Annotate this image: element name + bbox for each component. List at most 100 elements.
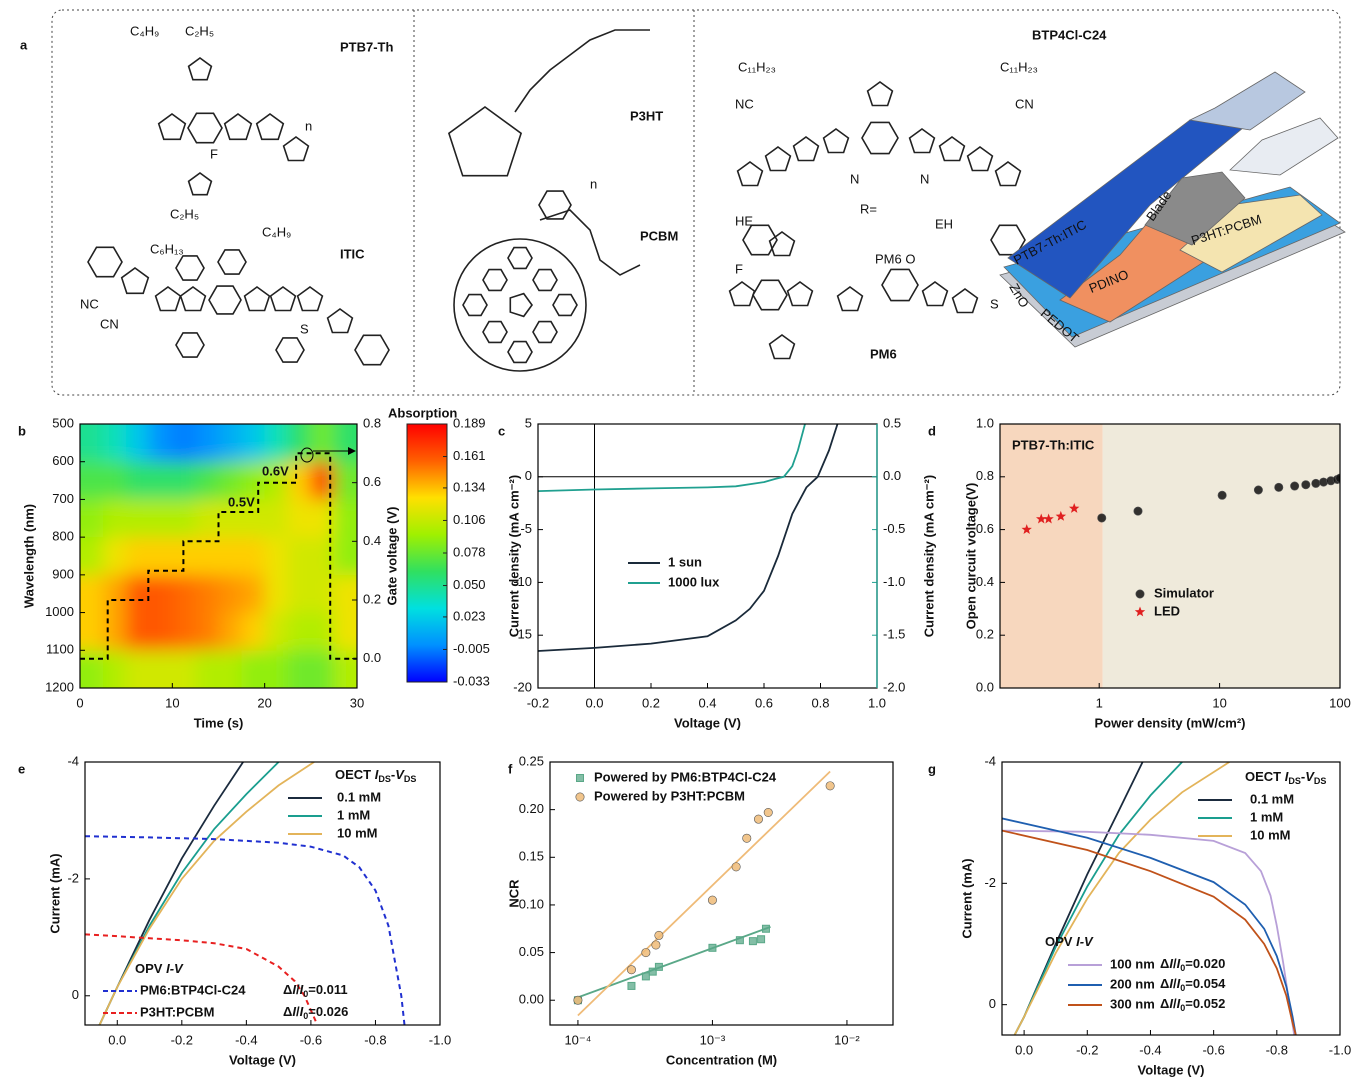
legend-title: OPV I-V	[135, 961, 184, 976]
series-note: ΔI/I0=0.020	[1160, 956, 1225, 973]
x-tick-label: -1.0	[429, 1032, 451, 1047]
y-tick-label: 1000	[45, 604, 74, 619]
y-tick-label: 5	[525, 415, 532, 430]
ring	[866, 81, 894, 107]
y-tick-label: 0.00	[519, 992, 544, 1007]
series-note-part: Δ	[1160, 996, 1169, 1011]
ring	[255, 113, 285, 141]
atom-label: CN	[1015, 96, 1034, 111]
y-axis-title: NCR	[506, 879, 521, 908]
legend-label: Powered by PM6:BTP4Cl-C24	[594, 769, 777, 784]
series-line	[1002, 817, 1297, 1035]
y-tick-label: 0	[72, 987, 79, 1002]
heat-cell	[264, 574, 289, 614]
legend-label: LED	[1154, 603, 1180, 618]
heat-cell	[149, 499, 173, 538]
series-line	[80, 452, 357, 660]
series-note-part: =0.052	[1185, 996, 1225, 1011]
marker	[1217, 490, 1227, 500]
series-note-part: Δ	[1160, 956, 1169, 971]
ring	[243, 286, 271, 312]
ring	[282, 136, 310, 162]
heat-cell	[195, 537, 219, 576]
y-tick-label: 1100	[46, 642, 74, 657]
heat-cell	[172, 574, 196, 614]
heat-cell	[172, 612, 196, 651]
ring	[736, 161, 764, 187]
marker	[1319, 477, 1329, 487]
molecule-name: PCBM	[640, 228, 678, 243]
panel-label: d	[928, 423, 936, 438]
device-layer	[1229, 117, 1339, 176]
series-note-part: I	[292, 982, 296, 997]
panel-a-frame	[51, 9, 1341, 396]
plot-area	[85, 762, 406, 1025]
y-tick-label: 0.05	[519, 944, 544, 959]
x-tick-label: -0.2	[527, 695, 549, 710]
marker	[641, 948, 651, 958]
x-tick-label: -1.0	[1329, 1042, 1351, 1057]
x-tick-label: 0	[76, 695, 83, 710]
heat-cell	[126, 424, 150, 463]
x-axis-title: Concentration (M)	[666, 1052, 777, 1067]
panel-label: g	[928, 761, 936, 776]
ring	[507, 246, 533, 270]
x-tick-label: 0.4	[698, 695, 716, 710]
ring	[482, 268, 508, 292]
series-note-part: /	[296, 1004, 300, 1019]
y2-tick-label: 0.4	[363, 533, 381, 548]
x-tick-label: 0.2	[642, 695, 660, 710]
legend-title-part: -	[391, 767, 395, 782]
heat-cell	[103, 461, 127, 500]
annotation: 0.5V	[228, 494, 255, 509]
atom-label: C₄H₉	[130, 23, 159, 38]
series-note-part: I	[1169, 996, 1173, 1011]
series-note-part: 0	[303, 989, 308, 999]
marker	[825, 781, 835, 791]
heat-cell	[287, 612, 312, 651]
heat-cell	[241, 424, 266, 463]
series-note-part: I	[1169, 956, 1173, 971]
marker	[763, 808, 773, 818]
marker	[626, 965, 636, 975]
x-tick-label: -0.6	[1202, 1042, 1224, 1057]
ring	[752, 279, 788, 311]
heat-cell	[80, 424, 104, 463]
y-tick-label: 0.4	[976, 574, 994, 589]
side-chain	[514, 29, 650, 113]
molecule-name: BTP4Cl-C24	[1032, 27, 1107, 42]
x-tick-label: -0.8	[364, 1032, 386, 1047]
series-note-part: =0.054	[1185, 976, 1226, 991]
legend-title-part: I-V	[1076, 934, 1094, 949]
heat-cell	[264, 650, 289, 688]
series-note-part: Δ	[283, 1004, 292, 1019]
highlight-circle	[300, 447, 314, 463]
heat-cell	[103, 650, 127, 688]
y-tick-label: 500	[52, 415, 74, 430]
heat-cell	[195, 461, 219, 500]
heat-cell	[241, 612, 266, 651]
heat-cell	[310, 574, 335, 614]
y-tick-label: -5	[520, 521, 532, 536]
ring	[175, 255, 205, 281]
ring	[951, 288, 979, 314]
heat-cell	[103, 612, 127, 651]
y-tick-label: 0.10	[519, 896, 544, 911]
series-note-part: I	[292, 1004, 296, 1019]
atom-label: R=	[860, 201, 877, 216]
heat-cell	[149, 650, 173, 688]
legend-label: 1 mM	[1250, 809, 1283, 824]
heat-cell	[310, 424, 335, 463]
y-tick-label: 1.0	[976, 415, 994, 430]
heat-cell	[241, 499, 266, 538]
x-tick-label: -0.4	[235, 1032, 257, 1047]
heat-cell	[241, 461, 266, 500]
series-note: ΔI/I0=0.011	[283, 982, 348, 999]
marker	[1021, 524, 1032, 534]
colorbar-tick-label: 0.106	[453, 512, 486, 527]
atom-label: F	[735, 261, 743, 276]
ring	[187, 172, 213, 196]
region	[1102, 424, 1340, 688]
heat-cell	[172, 424, 196, 463]
